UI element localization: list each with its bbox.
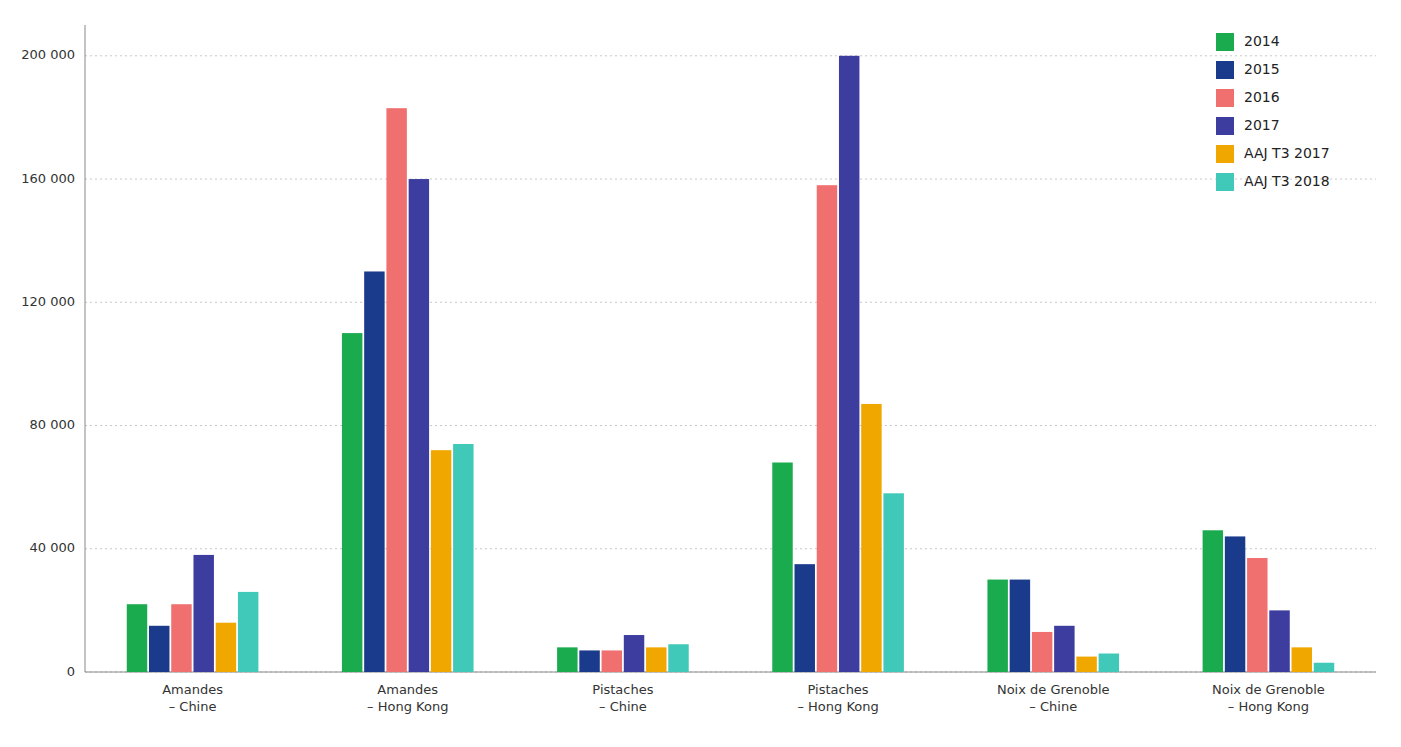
bar	[624, 635, 644, 672]
x-tick-label: Noix de Grenoble– Hong Kong	[1212, 682, 1325, 714]
bar	[1225, 536, 1245, 672]
bar	[431, 450, 451, 672]
grid-line	[85, 55, 1376, 56]
y-axis-line	[85, 25, 86, 672]
bar	[557, 647, 577, 672]
legend-label: 2015	[1244, 61, 1280, 77]
bar	[1269, 610, 1289, 672]
bar	[1010, 580, 1030, 672]
bar	[364, 271, 384, 672]
legend-swatch	[1216, 173, 1234, 191]
series	[127, 333, 1223, 672]
bar	[216, 623, 236, 672]
y-tick-label: 160 000	[21, 171, 75, 186]
y-tick-label: 200 000	[21, 47, 75, 62]
bar	[1247, 558, 1267, 672]
bar	[579, 650, 599, 672]
legend-label: 2014	[1244, 33, 1280, 49]
grid-line	[85, 425, 1376, 426]
series	[171, 108, 1267, 672]
legend-swatch	[1216, 145, 1234, 163]
series	[149, 271, 1245, 672]
y-tick-label: 120 000	[21, 294, 75, 309]
bar	[839, 56, 859, 672]
bar	[1032, 632, 1052, 672]
legend: 2014 2015 2016 2017 AAJ T3 2017 AAJ T3 2018	[1216, 33, 1330, 191]
y-tick-label: 40 000	[30, 540, 76, 555]
bar	[342, 333, 362, 672]
legend-swatch	[1216, 89, 1234, 107]
legend-swatch	[1216, 61, 1234, 79]
bar	[772, 462, 792, 672]
x-axis-line	[85, 672, 1376, 673]
legend-label: 2017	[1244, 117, 1280, 133]
grid-line	[85, 548, 1376, 549]
bar	[1054, 626, 1074, 672]
bar	[149, 626, 169, 672]
grid-line	[85, 302, 1376, 303]
bar	[1099, 654, 1119, 672]
y-axis: 0 40 000 80 000 120 000 160 000 200 000	[21, 47, 1376, 678]
x-axis: Amandes– Chine Amandes– Hong Kong Pistache…	[162, 682, 1325, 714]
legend-swatch	[1216, 117, 1234, 135]
bars	[127, 56, 1334, 672]
bar	[1076, 657, 1096, 672]
series	[238, 444, 1334, 672]
grid-line	[85, 672, 1376, 673]
legend-label: AAJ T3 2017	[1244, 145, 1330, 161]
bar	[193, 555, 213, 672]
x-tick-label: Noix de Grenoble– Chine	[997, 682, 1110, 714]
bar	[238, 592, 258, 672]
bar	[409, 179, 429, 672]
x-tick-label: Pistaches– Chine	[592, 682, 653, 714]
series	[216, 404, 1312, 672]
bar	[453, 444, 473, 672]
bar	[602, 650, 622, 672]
legend-label: AAJ T3 2018	[1244, 173, 1330, 189]
bar	[987, 580, 1007, 672]
series	[193, 56, 1289, 672]
bar	[171, 604, 191, 672]
bar	[386, 108, 406, 672]
bar	[861, 404, 881, 672]
bar	[127, 604, 147, 672]
legend-swatch	[1216, 33, 1234, 51]
x-tick-label: Amandes– Hong Kong	[367, 682, 448, 714]
x-tick-label: Pistaches– Hong Kong	[797, 682, 878, 714]
bar	[646, 647, 666, 672]
x-tick-label: Amandes– Chine	[162, 682, 223, 714]
bar	[1292, 647, 1312, 672]
bar	[1203, 530, 1223, 672]
chart: 0 40 000 80 000 120 000 160 000 200 000 Amande…	[0, 0, 1401, 747]
y-tick-label: 80 000	[30, 417, 76, 432]
bar	[795, 564, 815, 672]
grid-line	[85, 179, 1376, 180]
chart-container: 0 40 000 80 000 120 000 160 000 200 000 Amande…	[0, 0, 1401, 747]
bar	[817, 185, 837, 672]
bar	[1314, 663, 1334, 672]
bar	[883, 493, 903, 672]
bar	[668, 644, 688, 672]
legend-label: 2016	[1244, 89, 1280, 105]
y-tick-label: 0	[67, 664, 75, 679]
